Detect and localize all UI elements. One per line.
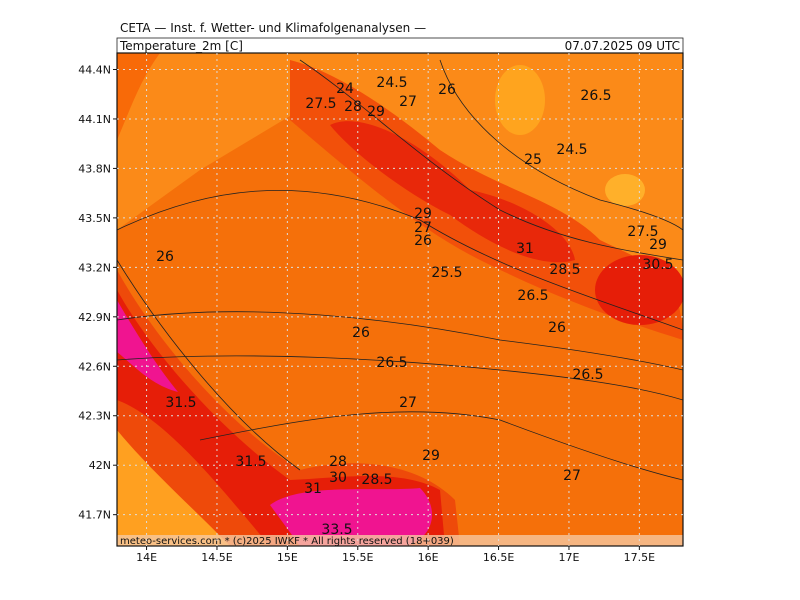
lon-tick-label: 14E [136, 551, 157, 564]
contour-label: 26.5 [572, 367, 603, 383]
contour-label: 26.5 [517, 288, 548, 304]
lon-tick-label: 15E [277, 551, 298, 564]
contour-label: 30.5 [642, 257, 673, 273]
contour-label: 29 [414, 206, 432, 222]
contour-label: 24 [336, 81, 354, 97]
contour-label: 24.5 [376, 75, 407, 91]
contour-label: 28.5 [549, 262, 580, 278]
contour-label: 24.5 [556, 142, 587, 158]
contour-label: 27.5 [305, 96, 336, 112]
lon-tick-label: 17E [558, 551, 579, 564]
contour-label: 26 [414, 233, 432, 249]
institute-title: CETA — Inst. f. Wetter- und Klimafolgena… [120, 21, 426, 35]
lat-tick-label: 44.4N [78, 63, 111, 76]
contour-label: 27 [414, 220, 432, 236]
contour-label: 26 [548, 320, 566, 336]
lat-tick-label: 44.1N [78, 113, 111, 126]
map-frame [116, 52, 684, 547]
contour-label: 31.5 [235, 454, 266, 470]
lon-tick-label: 15.5E [342, 551, 373, 564]
copyright-footer: meteo-services.com * (c)2025 IWKF * All … [120, 536, 454, 547]
lon-tick-label: 16.5E [483, 551, 514, 564]
lon-tick-label: 16E [418, 551, 439, 564]
contour-label: 26.5 [580, 88, 611, 104]
contour-label: 28.5 [361, 472, 392, 488]
lat-tick-label: 42N [89, 459, 111, 472]
contour-label: 26 [156, 249, 174, 265]
contour-label: 30 [329, 470, 347, 486]
lat-tick-label: 43.2N [78, 261, 111, 274]
contour-label: 29 [367, 104, 385, 120]
lat-tick-label: 41.7N [78, 509, 111, 522]
contour-label: 31.5 [165, 395, 196, 411]
contour-label: 33.5 [321, 522, 352, 538]
lat-tick-label: 43.5N [78, 212, 111, 225]
contour-label: 29 [422, 448, 440, 464]
contour-label: 31 [304, 481, 322, 497]
lon-tick-label: 17.5E [624, 551, 655, 564]
contour-label: 25 [524, 152, 542, 168]
variable-title: Temperature_2m [C] [119, 39, 243, 53]
lat-tick-label: 42.3N [78, 410, 111, 423]
contour-label: 26.5 [376, 355, 407, 371]
contour-label: 27.5 [627, 224, 658, 240]
contour-label: 27 [563, 468, 581, 484]
contour-label: 25.5 [431, 265, 462, 281]
contour-label: 28 [344, 99, 362, 115]
lat-tick-label: 42.9N [78, 311, 111, 324]
contour-label: 26 [438, 82, 456, 98]
contour-label: 28 [329, 454, 347, 470]
contour-label: 26 [352, 325, 370, 341]
contour-label: 27 [399, 395, 417, 411]
contour-label: 29 [649, 237, 667, 253]
temperature-field [117, 53, 683, 546]
lat-tick-label: 42.6N [78, 360, 111, 373]
lat-tick-label: 43.8N [78, 162, 111, 175]
valid-time: 07.07.2025 09 UTC [565, 39, 680, 53]
contour-label: 31 [516, 241, 534, 257]
contour-label: 27 [399, 94, 417, 110]
lon-tick-label: 14.5E [201, 551, 232, 564]
